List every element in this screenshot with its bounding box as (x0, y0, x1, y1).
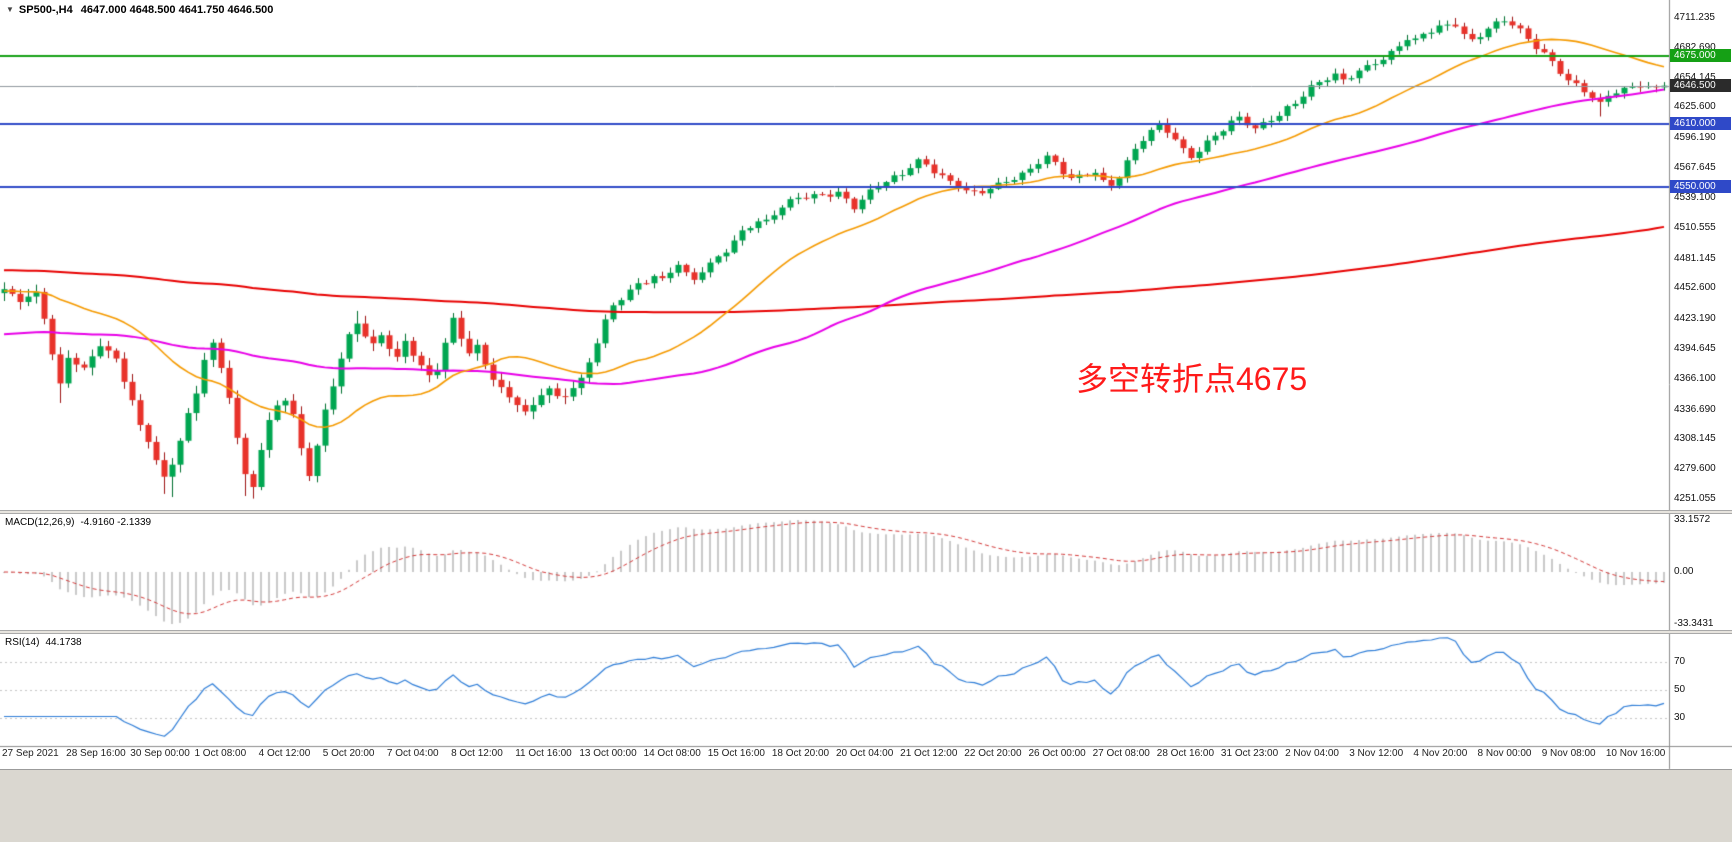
time-axis-label: 20 Oct 04:00 (836, 748, 894, 759)
macd-axis-label: 33.1572 (1674, 514, 1711, 525)
time-axis-label: 10 Nov 16:00 (1605, 748, 1666, 759)
chart-title: ▼ SP500-,H4 4647.000 4648.500 4641.750 464… (6, 4, 273, 16)
macd-axis-label: -33.3431 (1674, 618, 1714, 629)
price-axis-label: 4366.100 (1674, 372, 1716, 384)
price-axis-label: 4308.145 (1674, 433, 1716, 445)
price-axis[interactable]: 4711.235 4682.690 4654.145 4625.600 4596.190… (1670, 0, 1732, 769)
rsi-name: RSI(14) (5, 637, 40, 648)
time-axis-label: 27 Oct 08:00 (1092, 748, 1150, 759)
time-axis-label: 28 Oct 16:00 (1156, 748, 1215, 759)
price-axis-label: 4394.645 (1674, 342, 1716, 354)
price-axis-label: 4251.055 (1674, 493, 1716, 505)
time-axis-label: 5 Oct 20:00 (322, 748, 375, 759)
time-axis-label: 4 Nov 20:00 (1413, 748, 1468, 759)
time-axis-label: 15 Oct 16:00 (707, 748, 765, 759)
price-axis-label: 4481.145 (1674, 252, 1716, 264)
time-axis-label: 18 Oct 20:00 (771, 748, 830, 759)
chart-ohlc-values: 4647.000 4648.500 4641.750 4646.500 (80, 4, 274, 16)
time-axis-label: 22 Oct 20:00 (964, 748, 1022, 759)
macd-axis-label: 0.00 (1674, 566, 1694, 577)
time-axis-label: 14 Oct 08:00 (643, 748, 701, 759)
price-line-badge: 4610.000 (1670, 116, 1731, 130)
time-axis-label: 8 Oct 12:00 (451, 748, 503, 759)
time-axis-label: 13 Oct 00:00 (579, 748, 637, 759)
price-axis-label: 4452.600 (1674, 282, 1716, 294)
rsi-indicator-label: RSI(14) 44.1738 (5, 637, 82, 648)
time-axis-label: 3 Nov 12:00 (1349, 748, 1404, 759)
rsi-axis-label: 50 (1674, 684, 1686, 695)
price-axis-label: 4279.600 (1674, 463, 1716, 475)
price-axis-label: 4510.555 (1674, 221, 1716, 233)
macd-indicator-label: MACD(12,26,9) -4.9160 -2.1339 (5, 517, 151, 528)
time-axis-label: 4 Oct 12:00 (258, 748, 311, 759)
panel-separator[interactable] (0, 630, 1732, 634)
price-axis-label: 4625.600 (1674, 101, 1716, 113)
price-axis-label: 4567.645 (1674, 162, 1716, 174)
time-axis-label: 11 Oct 16:00 (515, 748, 572, 759)
price-line-badge: 4550.000 (1670, 179, 1731, 193)
panel-separator[interactable] (0, 510, 1732, 514)
bottom-gutter (0, 769, 1732, 842)
rsi-current-value: 44.1738 (45, 637, 82, 648)
time-axis-label: 1 Oct 08:00 (194, 748, 247, 759)
time-axis-label: 26 Oct 00:00 (1028, 748, 1086, 759)
price-axis-label: 4596.190 (1674, 132, 1716, 144)
annotation-text[interactable]: 多空转折点4675 (1076, 361, 1308, 397)
rsi-axis-label: 30 (1674, 712, 1686, 723)
time-axis-label: 28 Sep 16:00 (66, 748, 126, 759)
time-axis-label: 9 Nov 08:00 (1541, 748, 1596, 759)
rsi-axis-label: 70 (1674, 656, 1686, 667)
price-axis-label: 4539.100 (1674, 191, 1716, 203)
time-axis-label: 8 Nov 00:00 (1477, 748, 1532, 759)
macd-name: MACD(12,26,9) (5, 517, 75, 528)
price-axis-label: 4336.690 (1674, 403, 1716, 415)
price-line-badge: 4675.000 (1670, 48, 1731, 62)
window-menu-icon[interactable]: ▼ (6, 5, 14, 14)
time-axis-label: 31 Oct 23:00 (1220, 748, 1279, 759)
chart-symbol-timeframe: SP500-,H4 (18, 4, 73, 16)
current-price-badge: 4646.500 (1670, 78, 1731, 92)
price-axis-label: 4654.145 (1674, 71, 1716, 83)
time-axis-label: 7 Oct 04:00 (386, 748, 439, 759)
price-axis-label: 4682.690 (1674, 41, 1716, 53)
time-axis-label: 30 Sep 00:00 (130, 748, 190, 759)
time-axis-label: 27 Sep 2021 (2, 748, 59, 759)
time-axis-label: 21 Oct 12:00 (900, 748, 958, 759)
price-axis-label: 4423.190 (1674, 313, 1716, 325)
time-axis[interactable]: 27 Sep 2021 28 Sep 16:00 30 Sep 00:00 1 Oct… (0, 747, 1668, 765)
macd-current-values: -4.9160 -2.1339 (80, 517, 152, 528)
time-axis-label: 2 Nov 04:00 (1285, 748, 1339, 759)
price-axis-label: 4711.235 (1674, 11, 1715, 23)
